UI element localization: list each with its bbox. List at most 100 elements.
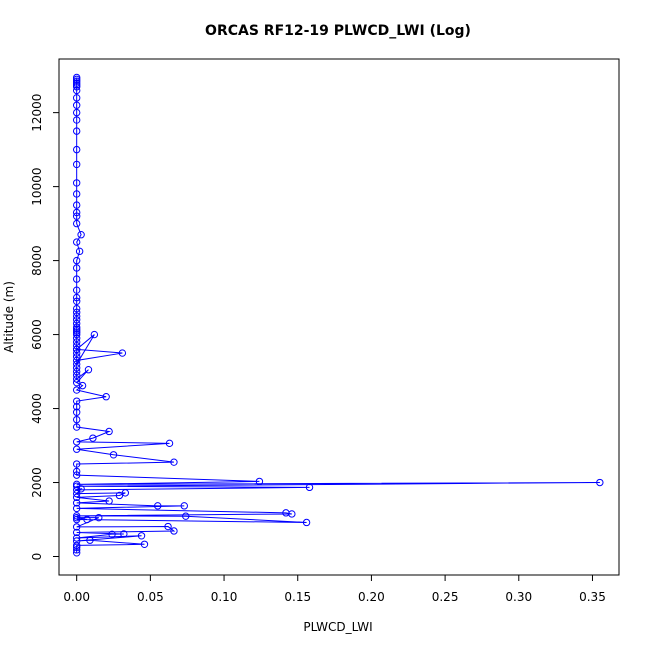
data-point [72,256,81,265]
data-point [72,460,81,468]
data-point [72,534,81,542]
y-tick-label: 12000 [30,94,44,132]
data-point [154,502,162,510]
x-tick-label: 0.25 [432,590,459,604]
data-point [72,360,81,368]
data-point [72,160,81,169]
data-point [72,549,81,557]
data-point [137,532,146,540]
data-point [78,381,87,390]
data-point [72,334,81,342]
y-axis-label: Altitude (m) [2,281,16,353]
data-point [77,230,85,239]
x-axis: 0.00 0.05 0.10 0.15 0.20 0.25 0.30 0.35 [63,574,606,604]
data-point [102,393,110,401]
data-point [72,304,81,313]
data-point [72,127,81,135]
data-point [72,364,81,372]
y-axis: 0 2000 4000 6000 8000 10000 12000 [30,94,60,560]
data-point [95,513,103,522]
data-point [182,512,190,520]
data-point [72,330,81,339]
data-point [72,316,81,324]
data-point [86,536,94,544]
data-point [72,286,81,294]
data-point [72,145,81,154]
data-point [120,530,128,538]
data-point [72,528,81,537]
data-point [72,546,81,554]
data-point [115,491,124,500]
series-layer [72,73,604,557]
data-point [105,427,113,436]
data-point [121,489,130,497]
data-point [109,451,118,459]
data-point [72,353,81,361]
data-point [72,397,81,405]
data-point [72,523,81,531]
data-point [75,247,84,256]
data-point [72,386,81,394]
data-point [170,458,178,466]
y-tick-label: 10000 [30,168,44,206]
data-point [108,530,116,539]
data-point [72,83,81,91]
data-point [105,497,113,505]
data-point [72,101,81,109]
data-point [77,485,85,493]
data-point [72,275,81,283]
data-point [84,366,93,374]
data-point [72,338,81,346]
data-point [72,116,81,124]
x-tick-label: 0.10 [211,590,238,604]
data-point [72,208,81,217]
x-tick-label: 0.35 [579,590,606,604]
data-point [170,527,178,535]
y-tick-label: 4000 [30,393,44,424]
data-point [89,434,97,442]
data-point [72,312,81,320]
x-tick-label: 0.30 [505,590,532,604]
data-point [83,515,91,524]
data-point [165,439,174,448]
data-point [72,341,81,350]
data-point [72,513,81,522]
x-tick-label: 0.00 [63,590,90,604]
data-point [72,345,81,354]
data-point [72,219,81,228]
x-tick-label: 0.05 [137,590,164,604]
data-point [140,540,149,548]
data-point [72,201,81,209]
data-point [72,438,81,446]
data-point [72,356,81,365]
data-point [72,375,81,383]
data-point [596,478,604,487]
data-point [180,502,188,510]
data-point [72,378,81,387]
data-point [72,486,81,494]
data-point [164,522,172,531]
data-point [72,493,81,502]
y-tick-label: 2000 [30,467,44,498]
data-point [72,471,81,479]
chart-title: ORCAS RF12-19 PLWCD_LWI (Log) [205,23,471,39]
data-point [305,483,314,492]
y-tick-label: 8000 [30,245,44,276]
data-point [302,518,311,527]
data-point [72,349,81,357]
data-point [72,319,81,328]
data-point [72,423,81,431]
data-point [72,489,81,498]
data-point [72,504,81,513]
data-point [72,415,81,424]
x-axis-label: PLWCD_LWI [303,620,372,634]
data-point [288,510,296,518]
data-point [90,330,99,339]
data-point [72,264,81,272]
data-point [72,293,81,302]
data-point [72,190,81,198]
data-point [72,179,81,187]
data-point [72,499,81,507]
data-point [255,477,264,486]
data-point [72,371,81,379]
